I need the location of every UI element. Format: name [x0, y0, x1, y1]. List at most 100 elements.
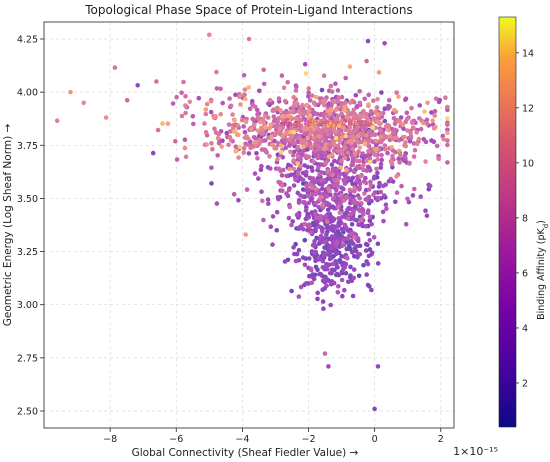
data-point — [432, 113, 438, 118]
data-point — [378, 139, 384, 145]
data-point — [337, 210, 343, 216]
data-point — [255, 128, 261, 134]
data-point — [209, 141, 214, 146]
data-point — [325, 108, 330, 114]
data-point — [338, 165, 343, 170]
data-point — [259, 131, 265, 136]
data-point — [289, 108, 295, 114]
data-point — [429, 110, 434, 115]
data-point — [359, 124, 364, 130]
data-point — [190, 114, 196, 119]
data-point — [347, 64, 353, 69]
data-point — [284, 191, 289, 196]
data-point — [355, 133, 361, 139]
data-point — [378, 161, 384, 167]
data-point — [339, 131, 344, 136]
data-point — [357, 145, 363, 150]
data-point — [255, 156, 260, 161]
data-point — [331, 239, 336, 245]
data-point — [196, 95, 202, 101]
data-point — [370, 125, 376, 130]
data-point — [445, 122, 450, 127]
data-point — [324, 232, 329, 237]
data-point — [334, 116, 340, 122]
data-point — [403, 140, 408, 145]
data-point — [378, 128, 383, 133]
data-point — [293, 177, 298, 182]
data-point — [365, 38, 371, 44]
data-point — [325, 219, 330, 224]
data-point — [366, 102, 371, 107]
data-point — [352, 185, 357, 190]
data-point — [375, 364, 381, 369]
data-point — [342, 107, 347, 113]
data-point — [262, 113, 268, 119]
data-point — [261, 217, 266, 223]
data-point — [434, 143, 440, 149]
data-point — [288, 116, 294, 122]
data-point — [458, 120, 463, 125]
data-point — [355, 174, 360, 179]
data-point — [367, 247, 373, 252]
colorbar-label: Binding Affinity (pKd) — [536, 220, 550, 320]
y-tick-label: 3.50 — [17, 194, 38, 205]
data-point — [243, 232, 248, 237]
data-point — [381, 193, 387, 198]
data-point — [290, 123, 296, 128]
data-point — [314, 215, 319, 221]
data-point — [291, 94, 297, 100]
data-point — [418, 126, 424, 132]
data-point — [443, 95, 448, 100]
data-point — [330, 261, 336, 267]
data-point — [408, 134, 414, 139]
data-point — [312, 201, 318, 206]
data-point — [259, 189, 264, 194]
data-point — [255, 176, 261, 181]
data-point — [242, 130, 248, 135]
data-point — [154, 79, 159, 84]
data-point — [220, 100, 225, 106]
data-point — [276, 179, 281, 185]
data-point — [359, 201, 364, 206]
data-point — [405, 196, 410, 202]
data-point — [333, 81, 338, 86]
data-point — [321, 123, 327, 129]
data-point — [302, 200, 307, 205]
data-point — [362, 96, 368, 102]
data-point — [339, 277, 345, 283]
data-point — [374, 166, 379, 172]
data-point — [302, 262, 308, 268]
data-point — [179, 113, 185, 119]
data-point — [367, 159, 373, 165]
data-point — [339, 135, 345, 140]
data-point — [410, 125, 416, 130]
data-point — [307, 256, 312, 261]
data-point — [230, 125, 236, 131]
data-point — [307, 273, 312, 279]
data-point — [279, 173, 285, 178]
data-point — [394, 174, 399, 179]
data-point — [308, 230, 314, 235]
data-point — [348, 212, 354, 217]
data-point — [354, 138, 360, 144]
data-point — [341, 242, 347, 248]
data-point — [343, 270, 349, 276]
data-point — [303, 111, 308, 116]
data-point — [270, 242, 275, 247]
data-point — [243, 96, 248, 102]
data-point — [394, 135, 399, 140]
data-point — [328, 302, 334, 308]
data-point — [436, 156, 442, 162]
data-point — [242, 87, 248, 92]
x-tick-label: 2 — [438, 434, 444, 445]
data-point — [296, 109, 302, 114]
data-point — [361, 211, 366, 216]
data-point — [255, 115, 261, 121]
data-point — [372, 406, 377, 412]
data-point — [231, 192, 237, 197]
data-point — [296, 121, 302, 127]
data-point — [340, 214, 345, 220]
data-point — [150, 150, 156, 156]
data-point — [103, 115, 109, 120]
data-point — [312, 142, 318, 147]
